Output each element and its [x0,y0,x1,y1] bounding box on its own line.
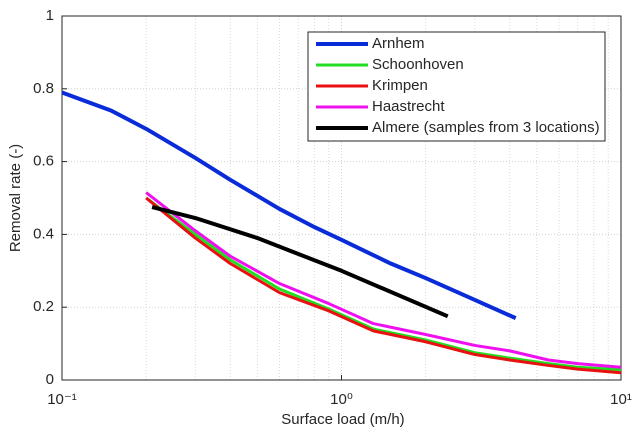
legend-label: Almere (samples from 3 locations) [372,119,600,136]
plot-frame [61,15,622,381]
y-tick-label: 0.6 [33,153,54,170]
legend-label: Haastrecht [372,98,445,115]
series-line [145,191,622,369]
y-tick-label: 1 [46,7,54,24]
legend-label: Krimpen [372,77,428,94]
y-axis-label: Removal rate (-) [7,144,24,252]
y-tick-label: 0.4 [33,225,54,242]
y-tick-label: 0 [46,371,54,388]
y-tick-label: 0.8 [33,80,54,97]
series-line [145,196,622,372]
series-line [61,90,517,320]
x-tick-label: 10⁰ [330,391,353,408]
x-axis-label: Surface load (m/h) [281,411,404,428]
legend-label: Schoonhoven [372,56,464,73]
x-tick-label: 10⁻¹ [47,391,77,408]
x-tick-label: 10¹ [610,391,632,408]
series-line [151,205,449,319]
legend-label: Arnhem [372,35,425,52]
y-tick-label: 0.2 [33,298,54,315]
series-line [145,196,622,375]
